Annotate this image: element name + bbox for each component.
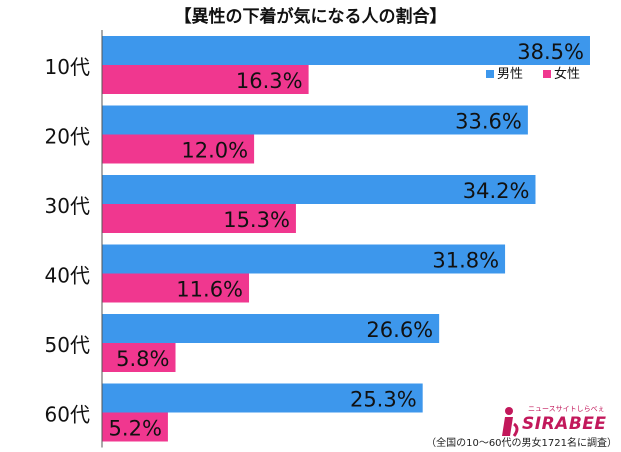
male-bar: [102, 314, 440, 343]
survey-footnote: （全国の10～60代の男女1721名に調査）: [426, 438, 617, 449]
data-label: 25.3%: [350, 388, 417, 412]
category-label: 10代: [45, 55, 90, 79]
data-label: 5.2%: [109, 417, 162, 441]
female-bar: [102, 412, 168, 442]
category-label: 40代: [45, 264, 90, 288]
female-bar: [102, 134, 255, 164]
data-label: 31.8%: [432, 249, 499, 273]
category-label: 20代: [45, 125, 90, 149]
male-bar: [102, 383, 423, 413]
male-bar: [102, 175, 536, 204]
logo-subtitle: ニュースサイトしらべぇ: [528, 405, 605, 413]
female-bar: [102, 65, 309, 94]
logo-text: SIRABEE: [522, 414, 607, 434]
category-label: 30代: [45, 194, 90, 218]
data-label: 26.6%: [366, 318, 433, 342]
male-bar: [102, 105, 528, 135]
sirabee-logo: ニュースサイトしらべぇ SIRABEE: [498, 404, 606, 440]
data-label: 15.3%: [223, 208, 290, 232]
female-bar: [102, 343, 176, 372]
data-label: 11.6%: [176, 278, 243, 302]
legend-label: 女性: [554, 66, 580, 82]
female-bar: [102, 273, 250, 303]
data-label: 12.0%: [181, 139, 248, 163]
chart-title: 【異性の下着が気になる人の割合】: [174, 7, 447, 27]
male-bar: [102, 36, 590, 65]
category-label: 50代: [45, 333, 90, 357]
female-legend-swatch: [543, 70, 551, 78]
data-label: 33.6%: [455, 110, 522, 134]
data-label: 5.8%: [116, 347, 169, 371]
male-bar: [102, 244, 506, 274]
legend-label: 男性: [497, 67, 523, 82]
data-label: 38.5%: [517, 40, 584, 64]
female-bar: [102, 204, 296, 233]
logo-mark-icon: [502, 407, 519, 437]
category-label: 60代: [45, 403, 90, 427]
data-label: 16.3%: [236, 69, 303, 93]
data-label: 34.2%: [463, 179, 530, 203]
male-legend-swatch: [486, 70, 494, 78]
